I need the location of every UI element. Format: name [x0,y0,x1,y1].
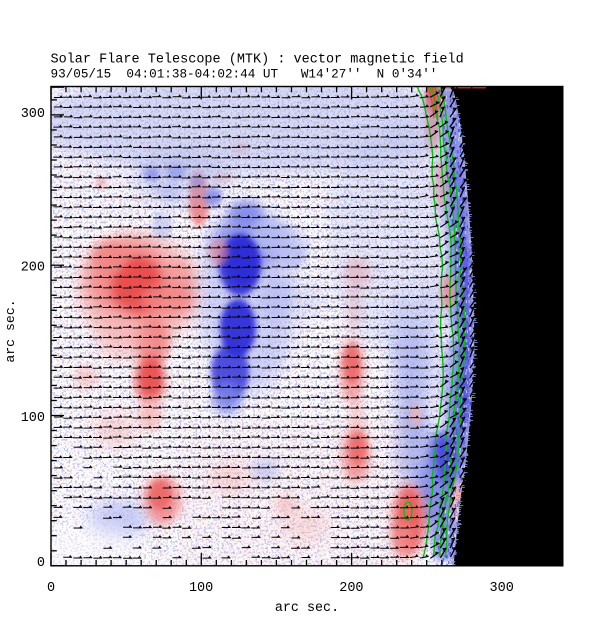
svg-text:Solar Flare Telescope (MTK) :: Solar Flare Telescope (MTK) : vector mag… [51,53,464,68]
svg-text:arc sec.: arc sec. [3,299,18,362]
svg-text:200: 200 [339,581,363,596]
svg-text:0: 0 [47,581,55,596]
svg-text:100: 100 [21,411,45,426]
svg-text:0: 0 [37,556,45,571]
svg-text:arc sec.: arc sec. [275,601,339,616]
svg-text:300: 300 [21,107,45,122]
svg-text:100: 100 [189,581,213,596]
svg-text:93/05/15 04:01:38-04:02:44 UT: 93/05/15 04:01:38-04:02:44 UT W14'27'' N… [51,67,438,82]
svg-text:300: 300 [490,581,514,596]
svg-text:200: 200 [21,260,45,275]
